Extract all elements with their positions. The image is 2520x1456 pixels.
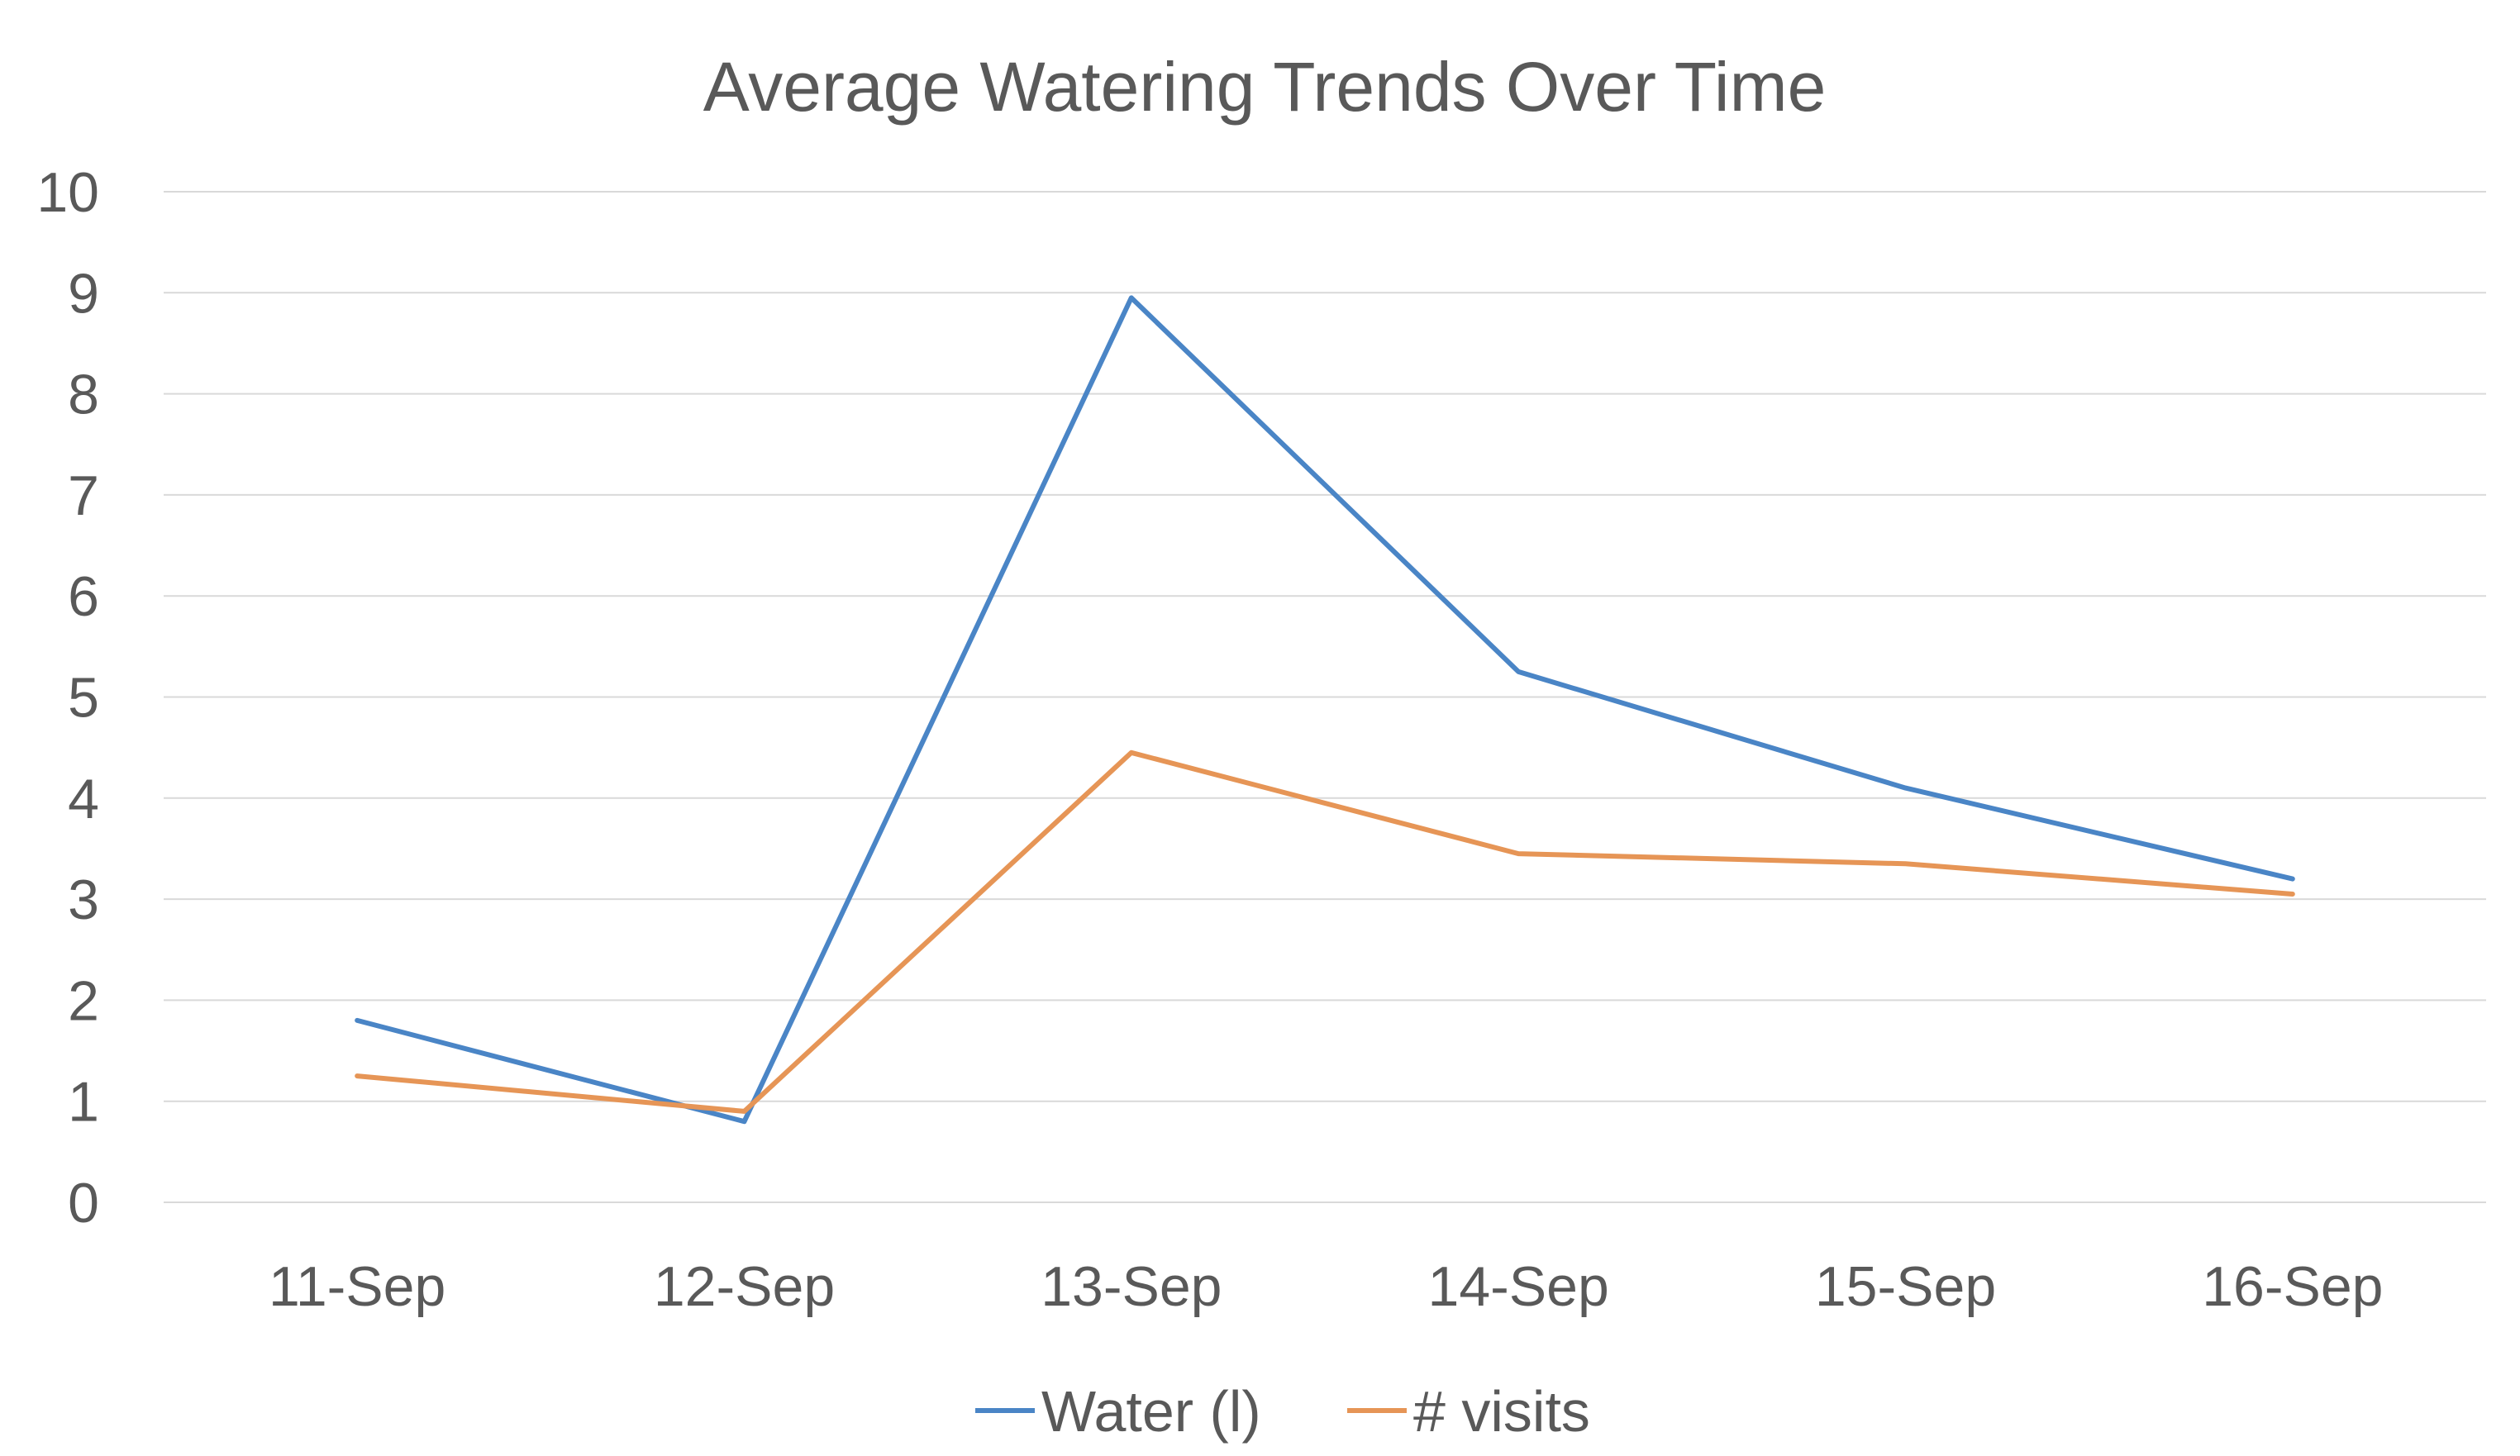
x-tick-label: 16-Sep bbox=[2202, 1255, 2383, 1318]
legend-label: # visits bbox=[1413, 1379, 1590, 1444]
x-axis-tick-labels: 11-Sep 12-Sep 13-Sep 14-Sep 15-Sep 16-Sep bbox=[269, 1255, 2383, 1318]
y-tick-label: 10 bbox=[36, 161, 99, 224]
x-tick-label: 12-Sep bbox=[654, 1255, 835, 1318]
y-tick-label: 0 bbox=[68, 1172, 99, 1235]
y-tick-label: 2 bbox=[68, 969, 99, 1032]
series-lines bbox=[357, 297, 2293, 1121]
x-tick-label: 13-Sep bbox=[1041, 1255, 1222, 1318]
legend: Water (l) # visits bbox=[975, 1379, 1590, 1444]
x-tick-label: 14-Sep bbox=[1428, 1255, 1609, 1318]
y-tick-label: 5 bbox=[68, 667, 99, 730]
y-tick-label: 9 bbox=[68, 262, 99, 325]
x-tick-label: 11-Sep bbox=[269, 1255, 445, 1318]
y-tick-label: 7 bbox=[68, 464, 99, 527]
y-tick-label: 8 bbox=[68, 364, 99, 426]
y-tick-label: 4 bbox=[68, 768, 99, 830]
series-line-1 bbox=[357, 753, 2293, 1111]
y-axis-tick-labels: 0 1 2 3 4 5 6 7 8 9 10 bbox=[36, 161, 99, 1235]
y-tick-label: 3 bbox=[68, 868, 99, 931]
y-tick-label: 1 bbox=[68, 1071, 99, 1134]
x-tick-label: 15-Sep bbox=[1815, 1255, 1996, 1318]
legend-label: Water (l) bbox=[1041, 1379, 1261, 1444]
gridlines bbox=[164, 192, 2486, 1202]
series-line-0 bbox=[357, 297, 2293, 1121]
y-tick-label: 6 bbox=[68, 565, 99, 628]
chart-title: Average Watering Trends Over Time bbox=[703, 48, 1827, 126]
